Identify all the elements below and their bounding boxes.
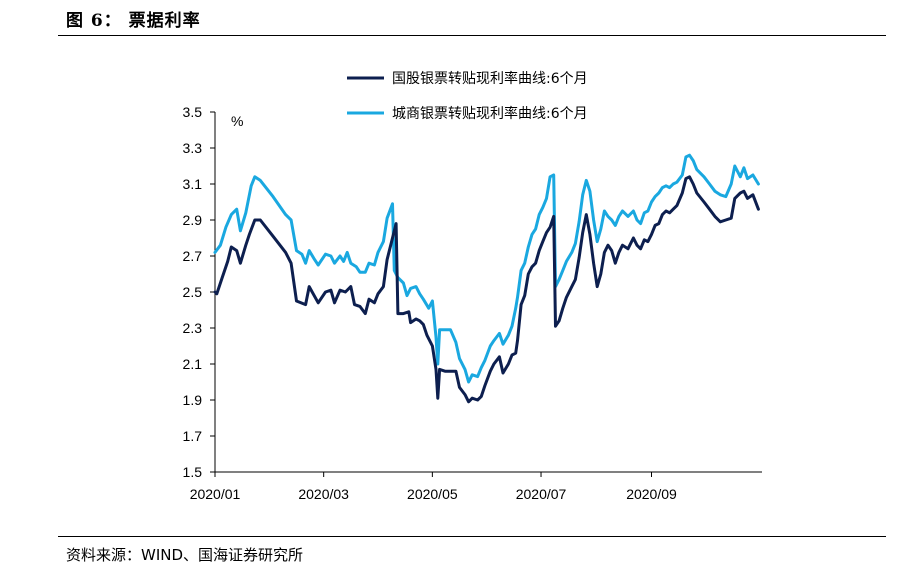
series-line-0 bbox=[213, 175, 760, 404]
y-tick-label: 1.9 bbox=[183, 392, 203, 408]
figure-title: 图 6： 票据利率 bbox=[66, 11, 201, 31]
x-tick-label: 2020/07 bbox=[516, 486, 567, 502]
legend-label-1: 城商银票转贴现利率曲线:6个月 bbox=[392, 105, 588, 122]
y-tick-label: 3.3 bbox=[183, 140, 203, 156]
legend-label-0: 国股银票转贴现利率曲线:6个月 bbox=[392, 70, 588, 87]
y-tick-label: 3.5 bbox=[183, 104, 203, 120]
x-tick-label: 2020/03 bbox=[298, 486, 349, 502]
x-tick-label: 2020/01 bbox=[190, 486, 241, 502]
y-tick-label: 2.9 bbox=[183, 212, 203, 228]
source-note: 资料来源：WIND、国海证券研究所 bbox=[66, 546, 304, 564]
x-tick-label: 2020/09 bbox=[626, 486, 677, 502]
series-line-1 bbox=[213, 153, 760, 384]
bottom-rule bbox=[58, 536, 886, 537]
series-layer bbox=[213, 153, 760, 404]
chart-axes: 1.5 1.7 1.9 2.1 2.3 2.5 2.7 2.9 3.1 3.3 3.5% 2020/0… bbox=[183, 104, 762, 502]
top-rule bbox=[58, 35, 886, 36]
y-tick-label: 3.1 bbox=[183, 176, 203, 192]
y-tick-label: 2.3 bbox=[183, 320, 203, 336]
y-tick-label: 1.5 bbox=[183, 464, 203, 480]
x-tick-label: 2020/05 bbox=[407, 486, 458, 502]
y-tick-label: 2.5 bbox=[183, 284, 203, 300]
y-unit-label: % bbox=[231, 113, 243, 129]
y-tick-label: 1.7 bbox=[183, 428, 203, 444]
y-tick-label: 2.1 bbox=[183, 356, 203, 372]
y-tick-label: 2.7 bbox=[183, 248, 203, 264]
